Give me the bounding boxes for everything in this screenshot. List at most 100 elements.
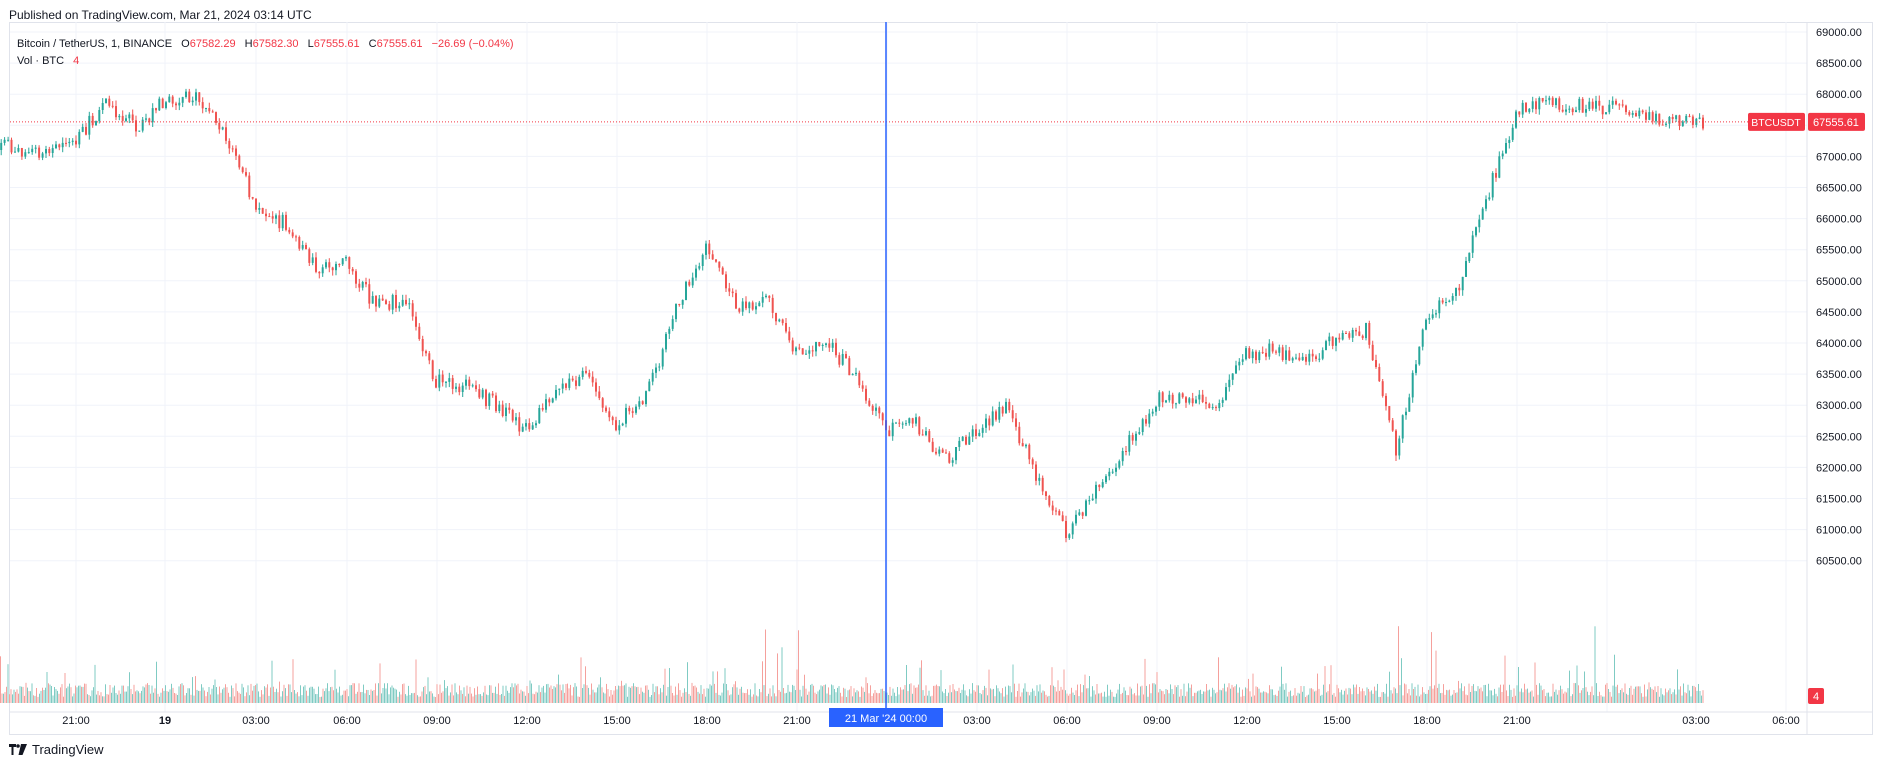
volume-bar xyxy=(1228,683,1230,703)
volume-bar xyxy=(1110,689,1111,703)
candle-body xyxy=(1261,352,1264,354)
candle-body xyxy=(1388,406,1391,421)
volume-bar xyxy=(1245,687,1246,703)
volume-bar xyxy=(1269,685,1270,703)
volume-bar xyxy=(456,692,457,703)
candle-body xyxy=(745,301,747,309)
volume-bar xyxy=(682,692,684,703)
volume-bar xyxy=(547,683,549,703)
volume-bar xyxy=(732,687,733,703)
symbol-label[interactable]: Bitcoin / TetherUS, 1, BINANCE xyxy=(17,38,173,50)
volume-bar xyxy=(943,693,945,703)
volume-bar xyxy=(61,684,63,703)
candle-body xyxy=(401,299,404,306)
volume-bar xyxy=(462,693,463,703)
volume-bar xyxy=(433,696,435,703)
candle-body xyxy=(838,355,841,365)
volume-bar xyxy=(345,690,346,703)
volume-bar xyxy=(979,693,981,703)
volume-bar xyxy=(1023,688,1024,703)
volume-bar xyxy=(1029,695,1030,703)
candle-body xyxy=(1345,333,1347,334)
volume-bar xyxy=(1584,671,1585,703)
volume-bar xyxy=(162,688,163,703)
volume-bar xyxy=(1099,693,1101,703)
volume-bar xyxy=(66,688,67,703)
volume-bar xyxy=(1590,691,1591,703)
volume-label[interactable]: Vol · BTC xyxy=(17,55,65,67)
volume-bar xyxy=(378,683,379,703)
volume-bar xyxy=(184,695,186,703)
candle-body xyxy=(391,295,394,310)
volume-bar xyxy=(106,694,108,703)
volume-bar xyxy=(256,683,258,703)
footer-brand[interactable]: TradingView xyxy=(9,742,104,757)
candle-body xyxy=(511,409,514,421)
volume-bar xyxy=(1363,691,1365,703)
candle-body xyxy=(1385,395,1387,407)
candle-body xyxy=(998,407,1001,420)
volume-bar xyxy=(639,694,640,703)
chart-frame[interactable] xyxy=(9,22,1873,735)
candle-body xyxy=(1468,252,1471,262)
volume-bar xyxy=(1240,696,1242,703)
time-tick-label: 09:00 xyxy=(1143,715,1171,727)
candle-body xyxy=(34,147,37,149)
volume-bar xyxy=(117,694,118,703)
volume-bar xyxy=(1122,692,1123,703)
volume-bar xyxy=(649,696,651,703)
volume-bar xyxy=(6,686,7,703)
candle-body xyxy=(201,102,204,109)
candle-body xyxy=(458,386,461,393)
volume-bar xyxy=(1369,691,1371,703)
volume-bar xyxy=(1140,686,1141,703)
volume-bar xyxy=(100,692,102,703)
volume-bar xyxy=(238,692,240,703)
volume-bar xyxy=(1020,696,1021,703)
candle-body xyxy=(265,213,267,217)
candle-body xyxy=(1675,115,1678,120)
candle-body xyxy=(1255,351,1257,361)
volume-bar xyxy=(267,684,268,703)
volume-bar xyxy=(658,694,660,703)
volume-bar xyxy=(22,686,24,703)
volume-bar xyxy=(1516,685,1518,703)
candle-body xyxy=(1498,156,1501,178)
candle-body xyxy=(825,343,827,345)
candle-body xyxy=(911,418,914,424)
candle-body xyxy=(965,436,967,445)
candle-body xyxy=(1348,333,1351,338)
candle-body xyxy=(841,354,844,365)
candle-body xyxy=(758,302,761,307)
time-tick-label: 21:00 xyxy=(62,715,90,727)
volume-bar xyxy=(246,692,247,703)
volume-bar xyxy=(1344,690,1345,703)
volume-bar xyxy=(1662,694,1663,703)
candle-body xyxy=(718,261,721,268)
volume-bar xyxy=(1105,696,1107,703)
volume-bar xyxy=(88,695,90,703)
candle-body xyxy=(821,345,824,346)
volume-bar xyxy=(64,673,66,703)
candle-body xyxy=(1595,100,1597,109)
volume-bar xyxy=(411,693,412,703)
symbol-tag-box xyxy=(1748,112,1805,131)
volume-bar xyxy=(1620,690,1621,703)
volume-bar xyxy=(25,682,27,703)
volume-bar xyxy=(115,693,117,703)
volume-bar xyxy=(1320,695,1321,703)
volume-bar xyxy=(1675,694,1677,703)
volume-bar xyxy=(1614,654,1615,703)
volume-bar xyxy=(585,666,586,703)
candle-body xyxy=(541,408,544,410)
candle-body xyxy=(858,372,861,386)
candle-body xyxy=(398,305,401,309)
candle-body xyxy=(1361,335,1364,339)
volume-bar xyxy=(907,691,909,703)
volume-bar xyxy=(1428,689,1429,703)
candle-body xyxy=(445,381,447,383)
volume-bar xyxy=(862,687,864,703)
volume-bar xyxy=(90,696,91,703)
candle-body xyxy=(495,395,497,412)
